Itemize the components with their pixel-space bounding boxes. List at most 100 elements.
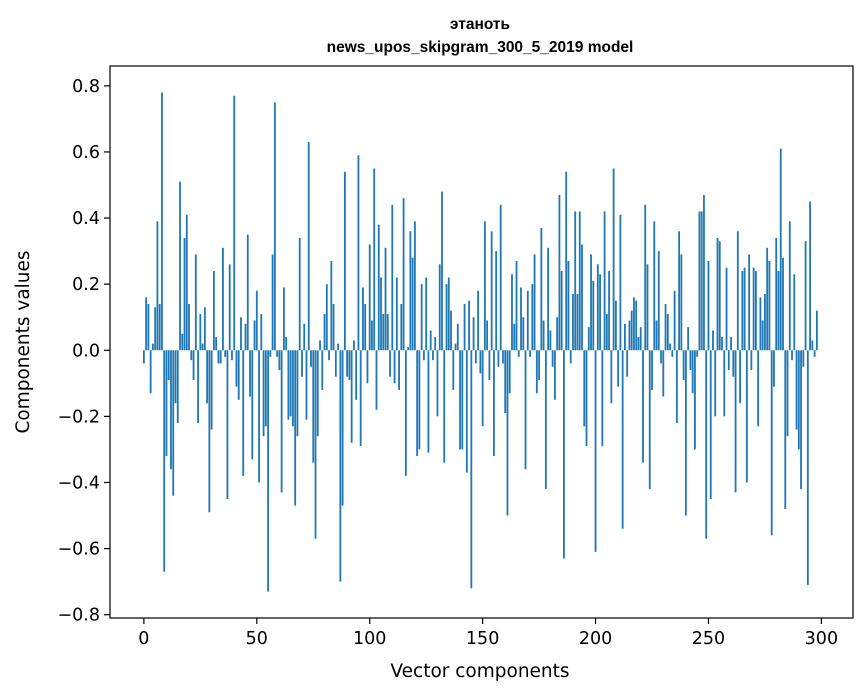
bar (757, 350, 760, 427)
bar (511, 274, 513, 351)
bar (732, 350, 735, 377)
bar (759, 297, 762, 351)
bar (739, 350, 741, 404)
bar (517, 350, 520, 357)
bar (712, 330, 714, 351)
bar (201, 343, 204, 351)
bar (282, 287, 285, 351)
bar (551, 350, 554, 367)
bar (328, 350, 330, 361)
bar (529, 350, 531, 357)
y-tick-label: −0.2 (58, 407, 101, 427)
bar (447, 277, 450, 351)
bar (725, 267, 728, 351)
bar (233, 95, 236, 351)
bar (224, 350, 227, 357)
y-tick-label: −0.8 (58, 606, 101, 626)
bar (694, 350, 696, 450)
bar (678, 231, 681, 351)
bar (490, 231, 493, 351)
bar (253, 320, 256, 351)
x-tick-label: 50 (246, 629, 268, 649)
bar (154, 307, 157, 351)
bar (301, 350, 303, 377)
bar (258, 350, 260, 483)
bar (815, 310, 818, 351)
bar (687, 327, 690, 351)
bar (278, 350, 281, 371)
bar (723, 350, 726, 417)
bar (630, 310, 633, 351)
bar (707, 261, 710, 351)
bar (558, 194, 561, 351)
bar (152, 343, 154, 351)
bar (761, 320, 764, 351)
bar (642, 350, 644, 463)
bar (499, 204, 502, 351)
bar (197, 350, 199, 423)
bar (366, 350, 369, 384)
bar (167, 350, 170, 381)
bar (368, 244, 371, 351)
bar (800, 350, 802, 490)
bar (314, 350, 317, 539)
bar (470, 350, 473, 589)
bar (486, 320, 489, 351)
bar (350, 350, 353, 443)
bar (188, 303, 190, 351)
bar (648, 350, 651, 490)
bar (624, 323, 626, 351)
bar (565, 171, 568, 351)
bar (752, 267, 755, 351)
bar (802, 350, 805, 367)
bar (806, 350, 809, 585)
bar (669, 343, 671, 351)
bar (267, 350, 269, 592)
bar (355, 350, 358, 400)
bar (574, 211, 577, 351)
bar (413, 221, 416, 351)
bar (664, 303, 667, 351)
bar (343, 171, 346, 351)
bar (450, 310, 452, 351)
bar (400, 303, 403, 351)
y-axis-ticks: −0.8 −0.6 −0.4 −0.2 0.0 0.2 0.4 0.6 0.8 (58, 77, 110, 626)
bar (420, 284, 423, 351)
bar (199, 313, 202, 351)
bar (493, 350, 495, 457)
bar (655, 320, 658, 351)
bar (709, 350, 712, 499)
bar (255, 290, 258, 351)
bar (237, 350, 240, 400)
bar (775, 237, 778, 351)
bar (768, 261, 771, 351)
bar (294, 350, 297, 506)
bar (651, 350, 653, 390)
bar (436, 350, 439, 417)
bar (382, 313, 385, 351)
bar (612, 168, 615, 351)
bar (409, 231, 412, 351)
bar (750, 350, 753, 371)
bar (222, 247, 224, 351)
bar (161, 92, 163, 351)
bar (192, 350, 195, 381)
bar (210, 350, 213, 430)
bar (375, 350, 378, 410)
bar (404, 350, 407, 476)
bars-group (142, 92, 818, 592)
y-tick-label: −0.6 (58, 540, 101, 560)
bar (524, 350, 527, 470)
bar (407, 346, 410, 351)
bar (788, 221, 791, 351)
bar (502, 350, 504, 364)
bar (176, 350, 179, 423)
bar (703, 194, 705, 351)
bar (657, 251, 660, 351)
bar (330, 261, 333, 351)
bar (226, 350, 229, 499)
bar (325, 284, 328, 351)
bar (811, 340, 814, 351)
x-tick-label: 300 (805, 629, 838, 649)
bar (626, 350, 629, 377)
